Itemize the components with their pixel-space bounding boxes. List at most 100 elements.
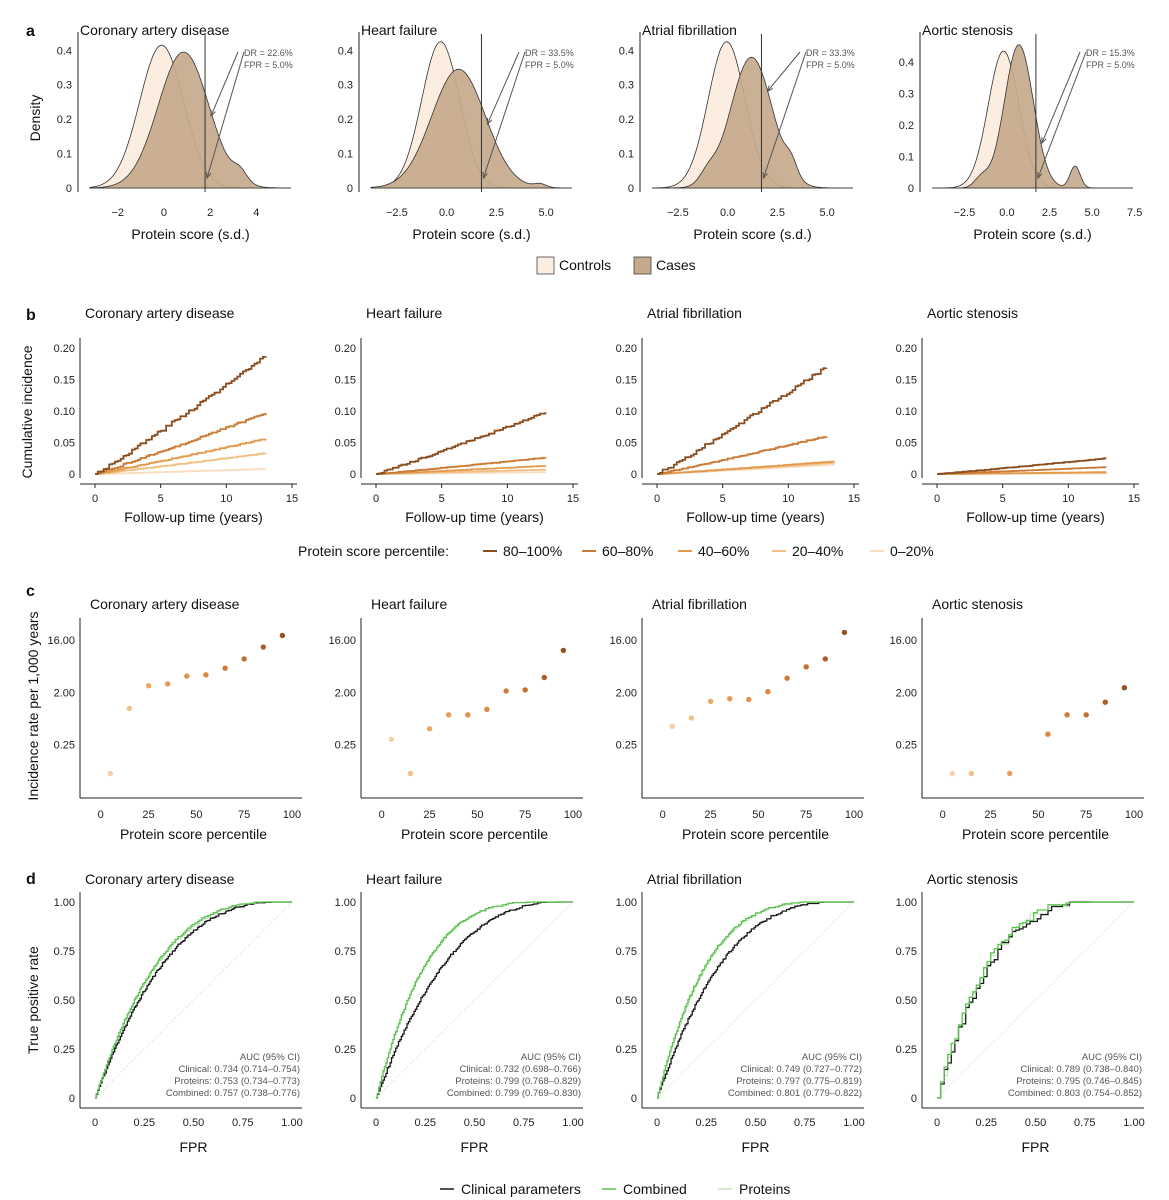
rate-point: [522, 687, 528, 693]
y-tick-label: 0: [911, 1093, 917, 1105]
x-tick-label: 1.00: [843, 1117, 864, 1129]
x-tick-label: 2.5: [489, 207, 504, 219]
x-tick-label: 0: [92, 493, 98, 505]
x-tick-label: 5.0: [1084, 207, 1099, 219]
rate-point: [222, 665, 228, 671]
x-tick-label: 2.5: [770, 207, 785, 219]
x-tick-label: 100: [845, 809, 863, 821]
x-tick-label: 2.5: [1042, 207, 1057, 219]
subplot-title: Atrial fibrillation: [652, 596, 747, 612]
subplot-title: Heart failure: [366, 871, 442, 887]
x-axis-label: Protein score (s.d.): [131, 226, 249, 242]
x-axis-label: Protein score percentile: [962, 826, 1109, 842]
density-subplot-1: Coronary artery disease DR = 22.6% FPR = 5…: [57, 22, 293, 242]
y-tick-label: 0: [350, 469, 356, 481]
rate-point: [145, 683, 152, 689]
x-tick-label: 15: [1128, 493, 1140, 505]
x-tick-label: 0: [934, 1117, 940, 1129]
rate-point: [541, 674, 547, 681]
x-tick-label: 10: [501, 493, 513, 505]
roc-subplot-2: Heart failure 0 0.25 0.50 0.75 1.00 0 0.25 0.50 0…: [335, 871, 584, 1155]
x-tick-label: 1.00: [562, 1117, 583, 1129]
auc-text: Combined: 0.757 (0.738–0.776): [166, 1088, 300, 1099]
incidence-subplot-1: Coronary artery disease 0 0.05 0.10 0.15 0.20…: [54, 305, 299, 525]
legend-item-label: 20–40%: [792, 543, 843, 559]
x-tick-label: 100: [283, 809, 301, 821]
auc-text: AUC (95% CI): [1082, 1052, 1142, 1063]
y-tick-label: 0: [66, 183, 72, 195]
subplot-title: Coronary artery disease: [90, 596, 240, 612]
density-subplot-3: Atrial fibrillation DR = 33.3% FPR = 5.0% 0…: [619, 22, 855, 242]
roc-line-clinical: [657, 901, 854, 1099]
incidence-line-2: [657, 436, 828, 475]
roc-line-clinical: [95, 901, 292, 1099]
auc-text: AUC (95% CI): [521, 1052, 581, 1063]
rate-point: [727, 696, 733, 702]
x-tick-label: 0: [654, 1117, 660, 1129]
x-axis-label: FPR: [180, 1139, 208, 1155]
rate-point: [707, 698, 714, 704]
rate-point: [465, 712, 471, 718]
rate-point: [1007, 770, 1013, 777]
x-tick-label: 0.25: [976, 1117, 997, 1129]
cases-density-area: [370, 68, 572, 189]
incidence-subplot-4: Aortic stenosis 0 0.05 0.10 0.15 0.20 0 5 10 15 Fo…: [896, 305, 1141, 525]
y-tick-label: 0: [69, 1093, 75, 1105]
incidence-line-3: [657, 460, 836, 475]
dr-label: DR = 33.3%: [806, 48, 855, 58]
x-axis-label: Protein score (s.d.): [973, 226, 1091, 242]
x-tick-label: 0: [92, 1117, 98, 1129]
dr-arrow: [210, 51, 239, 116]
rate-point: [446, 712, 452, 718]
auc-text: Proteins: 0.799 (0.768–0.829): [455, 1076, 581, 1087]
roc-subplot-4: Aortic stenosis 0 0.25 0.50 0.75 1.00 0 0.25 0.5…: [896, 871, 1145, 1155]
cases-density-area: [932, 44, 1133, 189]
y-tick-label: 0.10: [54, 406, 75, 418]
y-tick-label: 0.25: [335, 740, 356, 752]
rate-point: [484, 706, 490, 712]
x-tick-label: 0: [940, 809, 946, 821]
auc-text: Proteins: 0.795 (0.746–0.845): [1016, 1076, 1142, 1087]
incidence-subplot-2: Heart failure 0 0.05 0.10 0.15 0.20 0 5 10 15 Foll…: [335, 305, 580, 525]
y-tick-label: 0.15: [896, 375, 917, 387]
rate-point: [688, 715, 695, 721]
x-tick-label: 0: [654, 493, 660, 505]
incidence-line-2: [95, 412, 267, 475]
density-subplot-4: Aortic stenosis DR = 15.3% FPR = 5.0% 0 0.1 0…: [899, 22, 1143, 242]
y-tick-label: 0.05: [616, 438, 637, 450]
roc-line-combined: [376, 901, 573, 1099]
y-axis-label: True positive rate: [25, 946, 41, 1054]
subplot-title: Atrial fibrillation: [642, 22, 737, 38]
y-tick-label: 0: [911, 469, 917, 481]
x-tick-label: 10: [220, 493, 232, 505]
rate-point: [1064, 712, 1070, 718]
x-tick-label: 5: [1000, 493, 1006, 505]
y-tick-label: 16.00: [47, 635, 75, 647]
dr-label: DR = 33.5%: [525, 48, 574, 58]
x-tick-label: 1.00: [1123, 1117, 1144, 1129]
rate-point: [560, 647, 567, 654]
dr-arrow: [486, 51, 520, 125]
y-tick-label: 0.75: [896, 946, 917, 958]
x-tick-label: 100: [1125, 809, 1143, 821]
fpr-arrow: [1037, 51, 1087, 179]
y-tick-label: 0.75: [616, 946, 637, 958]
y-tick-label: 0.05: [896, 438, 917, 450]
x-tick-label: 50: [1032, 809, 1044, 821]
legend-swatch-cases: [633, 256, 652, 275]
y-tick-label: 0.10: [335, 406, 356, 418]
subplot-title: Coronary artery disease: [85, 871, 235, 887]
x-tick-label: 5: [720, 493, 726, 505]
rate-point: [165, 681, 171, 687]
x-tick-label: −2.5: [954, 207, 976, 219]
subplot-title: Coronary artery disease: [80, 22, 230, 38]
legend-item-label: 80–100%: [503, 543, 562, 559]
x-tick-label: 0.50: [183, 1117, 204, 1129]
x-tick-label: −2.5: [667, 207, 689, 219]
x-tick-label: 2: [207, 207, 213, 219]
auc-text: Clinical: 0.749 (0.727–0.772): [741, 1064, 862, 1075]
x-tick-label: 10: [782, 493, 794, 505]
roc-line-combined: [95, 901, 292, 1099]
arrow-head: [486, 117, 493, 126]
